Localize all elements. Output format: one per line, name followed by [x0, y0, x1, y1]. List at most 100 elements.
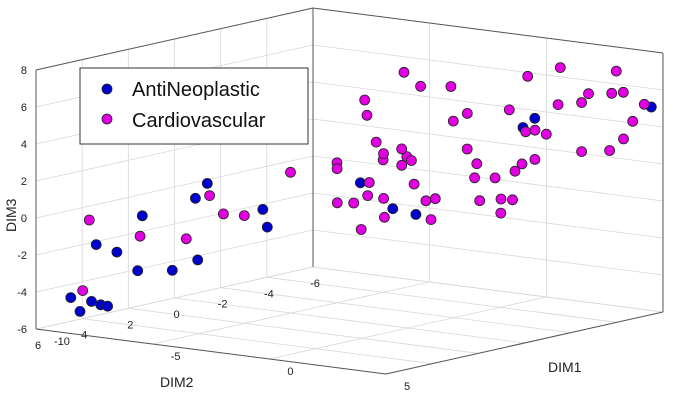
- y-tick-label: 0: [173, 309, 179, 321]
- point-cardiovascular: [415, 80, 427, 92]
- grid-line: [174, 297, 525, 344]
- point-antineoplastic: [189, 192, 201, 204]
- legend-marker-cardiovascular: [101, 113, 113, 125]
- point-cardiovascular: [469, 172, 481, 184]
- point-cardiovascular: [507, 194, 518, 206]
- zlabel: DIM3: [3, 198, 19, 232]
- point-antineoplastic: [410, 208, 422, 220]
- box-edge: [385, 311, 664, 375]
- z-tick-label: -4: [17, 287, 27, 299]
- point-cardiovascular: [447, 115, 459, 127]
- point-antineoplastic: [86, 295, 97, 307]
- point-cardiovascular: [540, 128, 552, 140]
- point-cardiovascular: [405, 155, 417, 166]
- y-tick-label: 6: [35, 340, 41, 352]
- point-cardiovascular: [204, 190, 216, 202]
- z-tick-label: 4: [21, 139, 27, 151]
- xlabel: DIM1: [548, 359, 582, 375]
- axes-box: [35, 7, 664, 375]
- point-cardiovascular: [355, 224, 367, 235]
- point-cardiovascular: [522, 70, 534, 82]
- point-cardiovascular: [576, 97, 587, 108]
- point-antineoplastic: [257, 203, 269, 215]
- point-cardiovascular: [618, 133, 629, 145]
- box-edge: [312, 7, 664, 54]
- grid-line: [312, 266, 664, 313]
- point-antineoplastic: [74, 305, 86, 317]
- legend-label-cardiovascular: Cardiovascular: [132, 110, 266, 132]
- point-cardiovascular: [425, 214, 437, 226]
- point-cardiovascular: [361, 109, 373, 121]
- point-cardiovascular: [509, 165, 521, 177]
- point-cardiovascular: [331, 197, 343, 209]
- y-tick-label: 2: [127, 319, 133, 331]
- point-antineoplastic: [90, 239, 102, 251]
- grid-line: [312, 81, 664, 128]
- point-cardiovascular: [378, 192, 390, 204]
- point-cardiovascular: [610, 65, 622, 77]
- point-antineoplastic: [111, 246, 123, 258]
- point-cardiovascular: [348, 197, 360, 209]
- point-cardiovascular: [378, 211, 390, 223]
- point-cardiovascular: [362, 190, 374, 202]
- point-cardiovascular: [474, 195, 486, 207]
- point-cardiovascular: [529, 153, 541, 165]
- legend-box: [79, 67, 309, 145]
- point-cardiovascular: [489, 172, 501, 184]
- point-cardiovascular: [359, 94, 371, 106]
- point-cardiovascular: [217, 208, 229, 220]
- point-antineoplastic: [529, 112, 541, 124]
- data-points: [65, 62, 657, 317]
- point-antineoplastic: [132, 265, 144, 277]
- point-cardiovascular: [285, 166, 296, 178]
- box-edge: [35, 328, 387, 375]
- point-cardiovascular: [576, 146, 587, 158]
- point-cardiovascular: [378, 148, 389, 160]
- x-tick-label: -5: [171, 351, 181, 363]
- x-tick-label: 0: [287, 366, 293, 378]
- y-tick-label: 4: [81, 330, 87, 342]
- grid-line: [312, 155, 664, 202]
- point-antineoplastic: [261, 221, 273, 233]
- grid-line: [35, 155, 314, 219]
- grid-line: [35, 229, 314, 293]
- point-cardiovascular: [408, 178, 420, 190]
- z-tick-label: 0: [21, 213, 27, 225]
- point-cardiovascular: [529, 124, 541, 136]
- z-tick-label: 8: [21, 65, 27, 77]
- point-cardiovascular: [461, 108, 473, 119]
- point-cardiovascular: [516, 158, 528, 170]
- point-cardiovascular: [396, 143, 408, 155]
- legend-label-antineoplastic: AntiNeoplastic: [132, 79, 260, 101]
- point-antineoplastic: [65, 292, 77, 304]
- point-cardiovascular: [331, 163, 343, 175]
- point-cardiovascular: [83, 214, 95, 226]
- point-cardiovascular: [604, 145, 615, 156]
- grid-line: [312, 118, 664, 165]
- point-cardiovascular: [638, 98, 650, 110]
- tick-labels: -6 -4 -2 0 2 4 6 8 -6 -4 -2 0 2 4 6 -10 -5 0 5: [17, 65, 410, 393]
- point-antineoplastic: [102, 300, 113, 312]
- point-cardiovascular: [77, 285, 89, 297]
- legend: AntiNeoplastic Cardiovascular: [79, 67, 309, 145]
- point-cardiovascular: [617, 86, 629, 98]
- grid-line: [312, 192, 664, 239]
- grid-line: [35, 192, 314, 256]
- point-cardiovascular: [627, 115, 639, 127]
- ylabel: DIM2: [160, 374, 194, 390]
- grid-line: [82, 318, 433, 365]
- point-cardiovascular: [429, 193, 441, 205]
- point-antineoplastic: [136, 210, 148, 222]
- grid-line: [266, 276, 617, 323]
- y-tick-label: -4: [264, 288, 274, 300]
- point-cardiovascular: [503, 104, 515, 116]
- z-tick-label: 6: [21, 102, 27, 114]
- point-cardiovascular: [445, 81, 457, 92]
- box-edge: [35, 7, 314, 71]
- point-cardiovascular: [134, 230, 146, 242]
- grid-line: [220, 287, 571, 334]
- x-tick-label: -10: [54, 336, 70, 348]
- point-cardiovascular: [238, 210, 250, 222]
- z-tick-label: -6: [17, 324, 27, 336]
- point-antineoplastic: [201, 177, 213, 189]
